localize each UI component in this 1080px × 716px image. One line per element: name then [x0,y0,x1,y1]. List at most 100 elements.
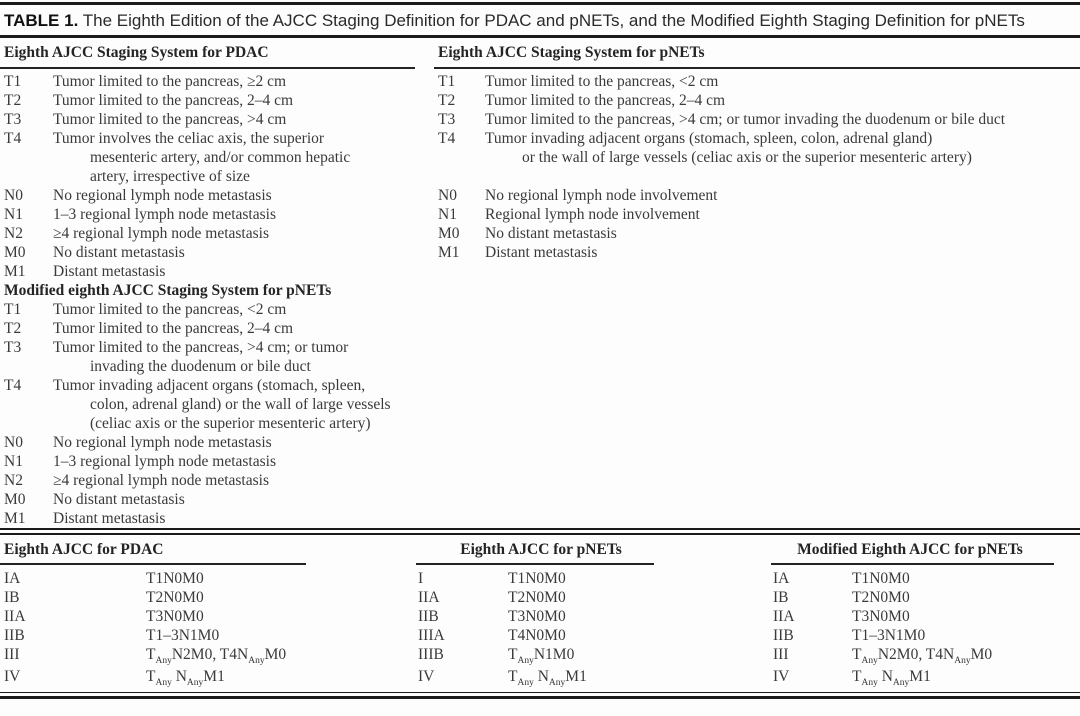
stage-code: N0 [4,434,23,451]
tnm-value: T1–3N1M0 [852,627,926,644]
stage-group-row: III TAnyN2M0, T4NAnyM0 [0,645,372,667]
stage-code: M0 [4,491,26,508]
description-line: Regional lymph node involvement [485,206,700,223]
stage-code: T3 [438,111,456,128]
stage-code: N2 [4,225,23,242]
staging-rows-pnets: T1 Tumor limited to the pancreas, <2 cm T2… [434,72,1080,262]
stage-description: 1–3 regional lymph node metastasis [53,205,276,224]
stage-group-row: IIA T3N0M0 [0,607,372,626]
description-line: Distant metastasis [53,510,166,527]
staging-row: N1 1–3 regional lymph node metastasis [0,205,434,224]
description-line: artery, irrespective of size [90,168,250,185]
stage-group-row: IIA T3N0M0 [710,607,1080,626]
stage-label: III [4,646,20,663]
stage-group-row: IIIB TAnyN1M0 [372,645,710,667]
stage-description: ≥4 regional lymph node metastasis [53,471,269,490]
stage-code: T3 [4,111,22,128]
tnm-value: T3N0M0 [852,608,910,625]
tnm-value: TAny NAnyM1 [146,667,225,688]
stage-code: M1 [4,263,26,280]
stage-code: T4 [4,377,22,394]
staging-row: M0 No distant metastasis [0,490,434,509]
stage-code: M0 [4,244,26,261]
stage-group-row: IV TAny NAnyM1 [0,667,372,689]
stage-description: Tumor invading adjacent organs (stomach,… [485,129,972,167]
stage-code: N0 [4,187,23,204]
stage-group-row: IB T2N0M0 [710,588,1080,607]
section-header-pdac: Eighth AJCC Staging System for PDAC [4,44,269,61]
description-line: Tumor limited to the pancreas, >4 cm; or… [53,339,349,356]
stage-code: T2 [4,92,22,109]
staging-row: N1 Regional lymph node involvement [434,205,1080,224]
tnm-value: T1N0M0 [146,570,204,587]
staging-row: M1 Distant metastasis [434,243,1080,262]
description-line: Distant metastasis [485,244,598,261]
stage-code: N2 [4,472,23,489]
staging-row: T4 Tumor invading adjacent organs (stomac… [434,129,1080,167]
staging-row: T2 Tumor limited to the pancreas, 2–4 cm [434,91,1080,110]
staging-subheader: Modified eighth AJCC Staging System for … [4,282,332,299]
staging-row: N0 No regional lymph node metastasis [0,186,434,205]
stage-group-row: IIB T3N0M0 [372,607,710,626]
description-line: No distant metastasis [53,491,185,508]
stage-group-row: IA T1N0M0 [0,569,372,588]
stage-description: Distant metastasis [485,243,597,262]
stage-description: Distant metastasis [53,262,165,281]
description-line: Tumor limited to the pancreas, 2–4 cm [53,92,294,109]
tnm-value: TAny NAnyM1 [508,667,587,688]
table-caption-label: TABLE 1. [4,11,79,30]
stage-label: IV [4,667,21,685]
description-line: (celiac axis or the superior mesenteric … [90,415,371,432]
stage-label: IA [4,570,21,587]
description-line: 1–3 regional lymph node metastasis [53,206,276,223]
table-caption-text: The Eighth Edition of the AJCC Staging D… [82,11,1025,30]
description-line: Tumor limited to the pancreas, 2–4 cm [485,92,726,109]
staging-row: T2 Tumor limited to the pancreas, 2–4 cm [0,91,434,110]
stage-description: Tumor limited to the pancreas, 2–4 cm [53,319,293,338]
stage-description: Distant metastasis [53,509,165,528]
tnm-value: TAny NAnyM1 [852,667,931,688]
staging-row: M0 No distant metastasis [434,224,1080,243]
stage-label: IB [773,589,789,606]
stage-group-row: IIB T1–3N1M0 [710,626,1080,645]
stage-description: Tumor limited to the pancreas, <2 cm [485,72,718,91]
caption-rule [0,35,1080,38]
stage-code: M1 [438,244,460,261]
stage-description: No regional lymph node metastasis [53,433,272,452]
staging-row: M1 Distant metastasis [0,262,434,281]
staging-column-pnets: Eighth AJCC Staging System for pNETs T1 T… [434,38,1080,528]
staging-rows-pdac: T1 Tumor limited to the pancreas, ≥2 cm T2… [0,72,434,528]
stage-group-row: III TAnyN2M0, T4NAnyM0 [710,645,1080,667]
stage-label: I [418,570,424,587]
description-line: ≥4 regional lymph node metastasis [53,225,269,242]
description-line: colon, adrenal gland) or the wall of lar… [90,396,391,413]
staging-row: M1 Distant metastasis [0,509,434,528]
stage-table-rows: IA T1N0M0 IB T2N0M0 IIA T3N0M0 IIB T1–3N1M0 III T… [710,569,1080,688]
stage-table-header-rule [416,563,654,565]
stage-description: No distant metastasis [53,243,185,262]
stage-table-header-rule [771,563,1054,565]
tnm-value: TAnyN2M0, T4NAnyM0 [146,646,287,667]
stage-table-rows: IA T1N0M0 IB T2N0M0 IIA T3N0M0 IIB T1–3N1M0 III T… [0,569,372,688]
stage-groupings-section: Eighth AJCC for PDAC IA T1N0M0 IB T2N0M0 IIA… [0,535,1080,688]
stage-table-header: Modified Eighth AJCC for pNETs [797,541,1023,558]
blank-line [434,167,1080,186]
staging-row: N2 ≥4 regional lymph node metastasis [0,471,434,490]
stage-table-pdac: Eighth AJCC for PDAC IA T1N0M0 IB T2N0M0 IIA… [0,540,372,688]
stage-table-header-rule [0,563,306,565]
stage-group-row: IV TAny NAnyM1 [710,667,1080,689]
staging-row: T3 Tumor limited to the pancreas, >4 cm [0,110,434,129]
description-line: Tumor involves the celiac axis, the supe… [53,130,325,147]
stage-table-header: Eighth AJCC for pNETs [460,541,622,558]
tnm-value: T1N0M0 [508,570,566,587]
description-line: No distant metastasis [485,225,617,242]
stage-label: IB [4,589,20,606]
stage-description: Tumor limited to the pancreas, <2 cm [53,300,286,319]
stage-group-row: I T1N0M0 [372,569,710,588]
description-line: Tumor invading adjacent organs (stomach,… [53,377,366,394]
stage-group-row: IB T2N0M0 [0,588,372,607]
tnm-value: T2N0M0 [146,589,204,606]
description-line: No regional lymph node metastasis [53,434,272,451]
description-line: Tumor limited to the pancreas, 2–4 cm [53,320,294,337]
